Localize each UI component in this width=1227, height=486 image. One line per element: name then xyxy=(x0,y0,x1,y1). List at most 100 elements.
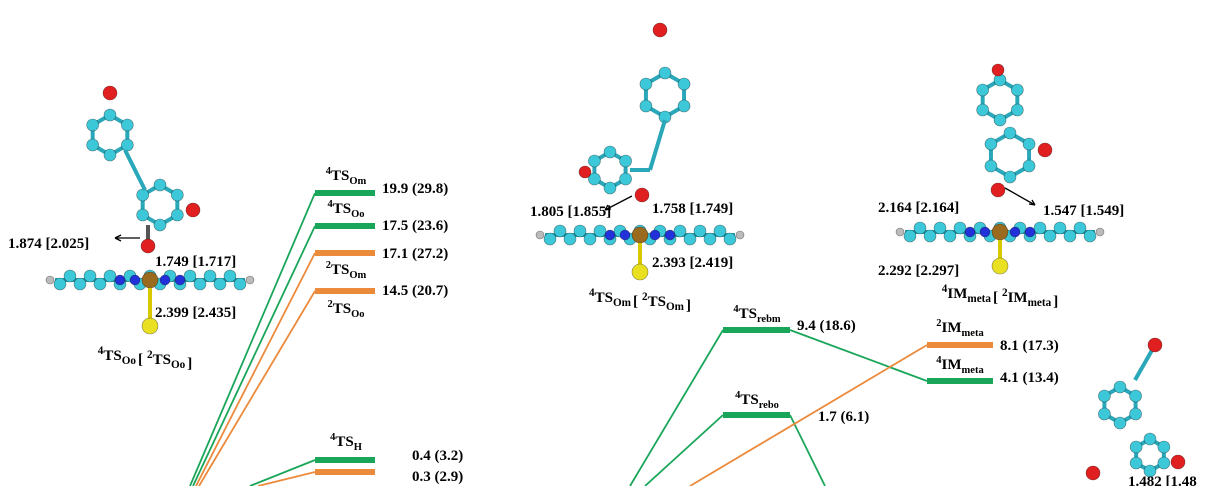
atom xyxy=(992,64,1004,76)
atom xyxy=(103,86,117,100)
atom xyxy=(985,138,997,150)
energy-value: 17.5 (23.6) xyxy=(382,218,448,234)
label-text: TS xyxy=(595,290,613,306)
energy-value: 8.1 (17.3) xyxy=(1000,338,1059,354)
atom xyxy=(653,23,667,37)
label-text: TS xyxy=(331,262,349,278)
atom xyxy=(536,231,544,239)
energy-value: 19.9 (29.8) xyxy=(382,181,448,197)
label-text: TS xyxy=(648,294,666,310)
label-text: [ xyxy=(633,294,638,310)
label: 4IMmeta[2IMmeta] xyxy=(942,283,1058,310)
atom xyxy=(678,100,690,112)
label-text: [ xyxy=(993,290,998,306)
atom xyxy=(160,275,170,285)
atom xyxy=(224,270,236,282)
atom xyxy=(1098,390,1110,402)
atom xyxy=(137,189,149,201)
atom xyxy=(204,270,216,282)
atom xyxy=(234,278,246,290)
subscript: Oo xyxy=(122,355,137,367)
atom xyxy=(46,276,54,284)
bond-distance: 1.482 [1.48 xyxy=(1128,474,1197,486)
arrow xyxy=(1005,188,1035,205)
label-text: ] xyxy=(187,356,192,372)
atom xyxy=(1011,104,1023,116)
atom xyxy=(985,160,997,172)
atom xyxy=(154,179,166,191)
atom xyxy=(115,275,125,285)
subscript: Om xyxy=(349,270,366,281)
atom xyxy=(214,278,226,290)
subscript: Oo xyxy=(351,209,364,220)
atom xyxy=(954,222,966,234)
atom xyxy=(87,119,99,131)
label-text: TS xyxy=(103,348,121,364)
atom xyxy=(904,230,916,242)
atom xyxy=(714,225,726,237)
energy-value: 9.4 (18.6) xyxy=(797,318,856,334)
label: 2TSOo xyxy=(327,299,364,320)
label-text: TS xyxy=(739,306,757,322)
subscript: meta xyxy=(962,328,985,339)
subscript: rebo xyxy=(759,400,779,411)
atom xyxy=(1114,417,1126,429)
atom xyxy=(1023,160,1035,172)
atom xyxy=(605,230,615,240)
atom xyxy=(1158,441,1170,453)
label: 4TSOo[2TSOo] xyxy=(98,345,193,372)
atom xyxy=(141,239,155,253)
arrow xyxy=(115,235,140,241)
atom xyxy=(991,183,1005,197)
atom xyxy=(992,224,1008,240)
atom xyxy=(1084,230,1096,242)
atom xyxy=(1038,143,1052,157)
atom xyxy=(1011,84,1023,96)
atom xyxy=(104,109,116,121)
atom xyxy=(54,278,66,290)
subscript: Oo xyxy=(171,359,186,371)
atom xyxy=(1004,171,1016,183)
label-text: ] xyxy=(686,298,691,314)
label: 4TSOm[2TSOm] xyxy=(589,287,691,314)
atom xyxy=(704,233,716,245)
subscript: rebm xyxy=(757,314,781,325)
atom xyxy=(632,264,648,280)
energy-value: 1.7 (6.1) xyxy=(818,409,869,425)
energy-value: 17.1 (27.2) xyxy=(382,246,448,262)
bond-distance: 1.758 [1.749] xyxy=(652,201,733,217)
orange-connector xyxy=(196,253,927,486)
bond-distance: 1.805 [1.855] xyxy=(530,204,611,220)
bond xyxy=(650,120,665,170)
atom xyxy=(934,222,946,234)
bond-distance: 1.749 [1.717] xyxy=(155,254,236,270)
atom xyxy=(564,233,576,245)
atom xyxy=(635,188,649,202)
atom xyxy=(1098,408,1110,420)
label: 2IMmeta xyxy=(936,318,984,339)
subscript: meta xyxy=(1028,297,1052,309)
label-text: IM xyxy=(942,320,962,336)
label-text: TS xyxy=(153,352,171,368)
atom xyxy=(1096,228,1104,236)
bond-distance: 2.164 [2.164] xyxy=(878,200,959,216)
atom xyxy=(1130,441,1142,453)
molecules xyxy=(46,23,1185,480)
label: 4TSOm xyxy=(326,166,367,187)
bond-distance: 1.547 [1.549] xyxy=(1043,203,1124,219)
label: 4TSrebm xyxy=(733,304,781,325)
atom xyxy=(1023,138,1035,150)
bond xyxy=(125,150,145,190)
atom xyxy=(588,155,600,167)
atom xyxy=(724,233,736,245)
atom xyxy=(104,149,116,161)
atom xyxy=(896,228,904,236)
label: 4TSOo xyxy=(327,199,364,220)
subscript: H xyxy=(354,442,362,453)
label-text: TS xyxy=(333,301,351,317)
atom xyxy=(1158,457,1170,469)
atom xyxy=(640,78,652,90)
subscript: Om xyxy=(666,301,685,313)
atom xyxy=(171,189,183,201)
atom xyxy=(1144,433,1156,445)
